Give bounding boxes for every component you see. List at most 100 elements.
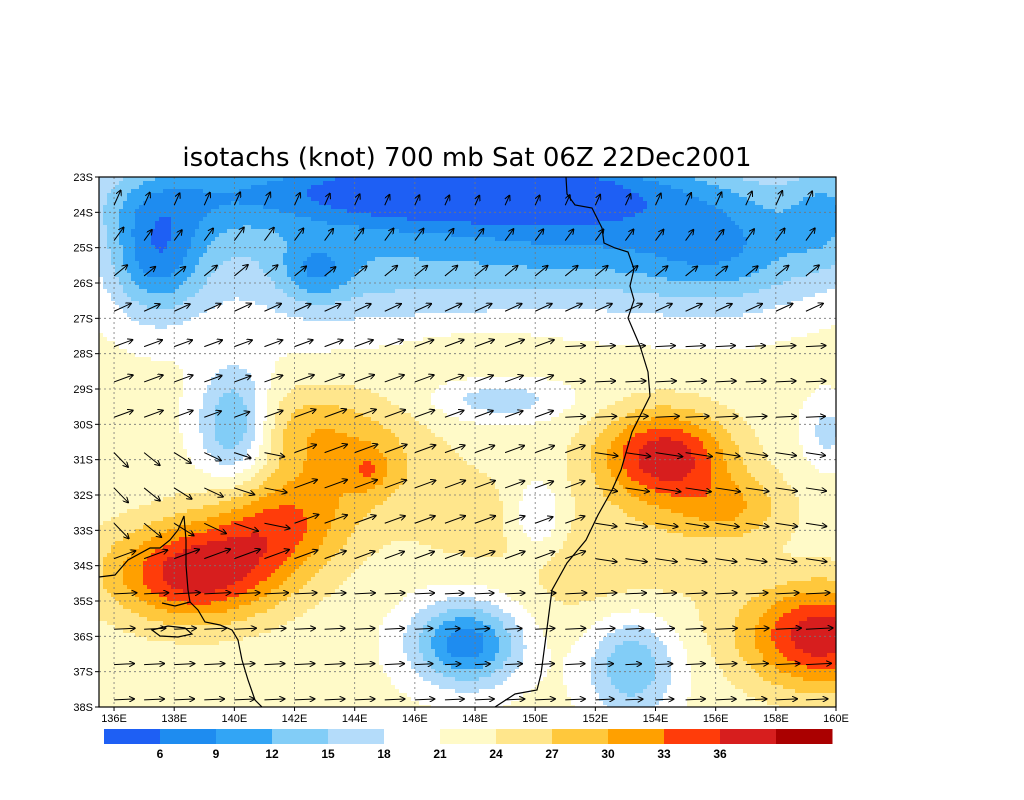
field-cell — [587, 197, 592, 202]
field-cell — [495, 269, 500, 274]
field-cell — [707, 181, 712, 186]
field-cell — [359, 241, 364, 246]
field-cell — [139, 185, 144, 190]
field-cell — [231, 277, 236, 282]
field-cell — [611, 189, 616, 194]
field-cell — [731, 261, 736, 266]
field-cell — [763, 233, 768, 238]
field-cell — [207, 253, 212, 258]
field-cell — [243, 189, 248, 194]
field-cell — [527, 237, 532, 242]
field-cell — [591, 193, 596, 198]
field-cell — [575, 233, 580, 238]
field-cell — [527, 225, 532, 230]
field-cell — [815, 177, 820, 182]
field-cell — [207, 185, 212, 190]
field-cell — [791, 265, 796, 270]
field-cell — [151, 277, 156, 282]
field-cell — [243, 237, 248, 242]
field-cell — [799, 181, 804, 186]
field-cell — [395, 237, 400, 242]
field-cell — [495, 261, 500, 266]
field-cell — [667, 181, 672, 186]
field-cell — [731, 181, 736, 186]
field-cell — [659, 205, 664, 210]
field-cell — [143, 193, 148, 198]
field-cell — [367, 261, 372, 266]
field-cell — [823, 265, 828, 270]
field-cell — [299, 205, 304, 210]
field-cell — [611, 249, 616, 254]
field-cell — [511, 217, 516, 222]
field-cell — [175, 241, 180, 246]
field-cell — [323, 217, 328, 222]
field-cell — [251, 193, 256, 198]
field-cell — [339, 257, 344, 262]
field-cell — [719, 249, 724, 254]
field-cell — [431, 273, 436, 278]
field-cell — [591, 185, 596, 190]
field-cell — [407, 209, 412, 214]
field-cell — [779, 209, 784, 214]
field-cell — [675, 265, 680, 270]
field-cell — [419, 253, 424, 258]
field-cell — [755, 181, 760, 186]
field-cell — [555, 257, 560, 262]
field-cell — [571, 233, 576, 238]
field-cell — [831, 253, 836, 258]
field-cell — [759, 185, 764, 190]
field-cell — [827, 213, 832, 218]
field-cell — [359, 277, 364, 282]
field-cell — [111, 221, 116, 226]
field-cell — [391, 273, 396, 278]
field-cell — [271, 209, 276, 214]
field-cell — [823, 233, 828, 238]
field-cell — [607, 201, 612, 206]
field-cell — [115, 217, 120, 222]
field-cell — [647, 189, 652, 194]
field-cell — [103, 237, 108, 242]
field-cell — [571, 185, 576, 190]
field-cell — [503, 249, 508, 254]
field-cell — [243, 177, 248, 182]
field-cell — [599, 213, 604, 218]
field-cell — [511, 253, 516, 258]
field-cell — [459, 237, 464, 242]
field-cell — [427, 261, 432, 266]
field-cell — [539, 257, 544, 262]
field-cell — [799, 261, 804, 266]
field-cell — [487, 277, 492, 282]
field-cell — [771, 253, 776, 258]
field-cell — [671, 261, 676, 266]
field-cell — [191, 205, 196, 210]
field-cell — [763, 193, 768, 198]
field-cell — [319, 249, 324, 254]
field-cell — [239, 205, 244, 210]
field-cell — [259, 237, 264, 242]
field-cell — [415, 205, 420, 210]
field-cell — [419, 217, 424, 222]
field-cell — [443, 253, 448, 258]
field-cell — [583, 225, 588, 230]
field-cell — [303, 221, 308, 226]
field-cell — [499, 189, 504, 194]
field-cell — [707, 253, 712, 258]
field-cell — [379, 221, 384, 226]
field-cell — [563, 205, 568, 210]
field-cell — [551, 273, 556, 278]
field-cell — [419, 241, 424, 246]
field-cell — [643, 221, 648, 226]
field-cell — [387, 257, 392, 262]
field-cell — [427, 277, 432, 282]
field-cell — [183, 213, 188, 218]
field-cell — [331, 209, 336, 214]
field-cell — [163, 209, 168, 214]
field-cell — [107, 265, 112, 270]
field-cell — [743, 193, 748, 198]
field-cell — [615, 221, 620, 226]
field-cell — [783, 181, 788, 186]
field-cell — [395, 233, 400, 238]
field-cell — [831, 229, 836, 234]
field-cell — [735, 265, 740, 270]
